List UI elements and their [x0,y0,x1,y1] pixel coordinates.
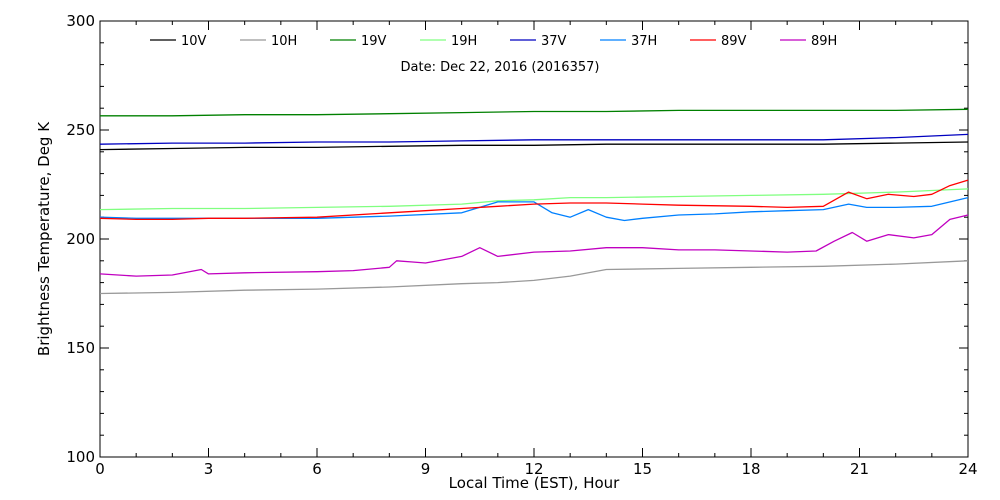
y-tick-label: 250 [66,121,95,139]
x-tick-label: 0 [95,460,105,478]
y-tick-label: 100 [66,448,95,466]
legend-label-89v: 89V [721,34,747,49]
series-lines [99,108,969,295]
legend-label-19v: 19V [361,34,387,49]
series-line-10h [99,260,969,295]
x-axis-title: Local Time (EST), Hour [449,474,620,492]
series-line-19h [99,188,969,211]
y-tick-label: 150 [66,339,95,357]
x-tick-label: 12 [524,460,543,478]
legend-label-10v: 10V [181,34,207,49]
legend-label-10h: 10H [271,34,297,49]
series-line-89v [99,179,969,221]
x-tick-label: 3 [204,460,214,478]
legend-label-19h: 19H [451,34,477,49]
series-line-19v [100,108,969,117]
x-tick-label: 15 [633,460,652,478]
x-tick-label: 9 [421,460,431,478]
legend-label-89h: 89H [811,34,837,49]
legend-label-37v: 37V [541,34,567,49]
x-tick-label: 6 [312,460,322,478]
x-tick-label: 18 [741,460,760,478]
series-line-37v [99,133,969,145]
y-tick-label: 200 [66,230,95,248]
y-axis-ticks: 100 150 200 250 300 [66,12,968,466]
x-tick-label: 21 [850,460,869,478]
y-tick-label: 300 [66,12,95,30]
series-line-10v [99,141,969,151]
date-annotation: Date: Dec 22, 2016 (2016357) [401,60,600,75]
x-tick-label: 24 [958,460,977,478]
legend-label-37h: 37H [631,34,657,49]
legend: 10V 10H 19V 19H 37V 37H 89V 89H [150,34,837,49]
x-axis-ticks: 0 3 6 9 12 15 18 21 24 [95,21,978,478]
series-line-89h [99,214,969,277]
y-axis-title: Brightness Temperature, Deg K [35,121,53,356]
